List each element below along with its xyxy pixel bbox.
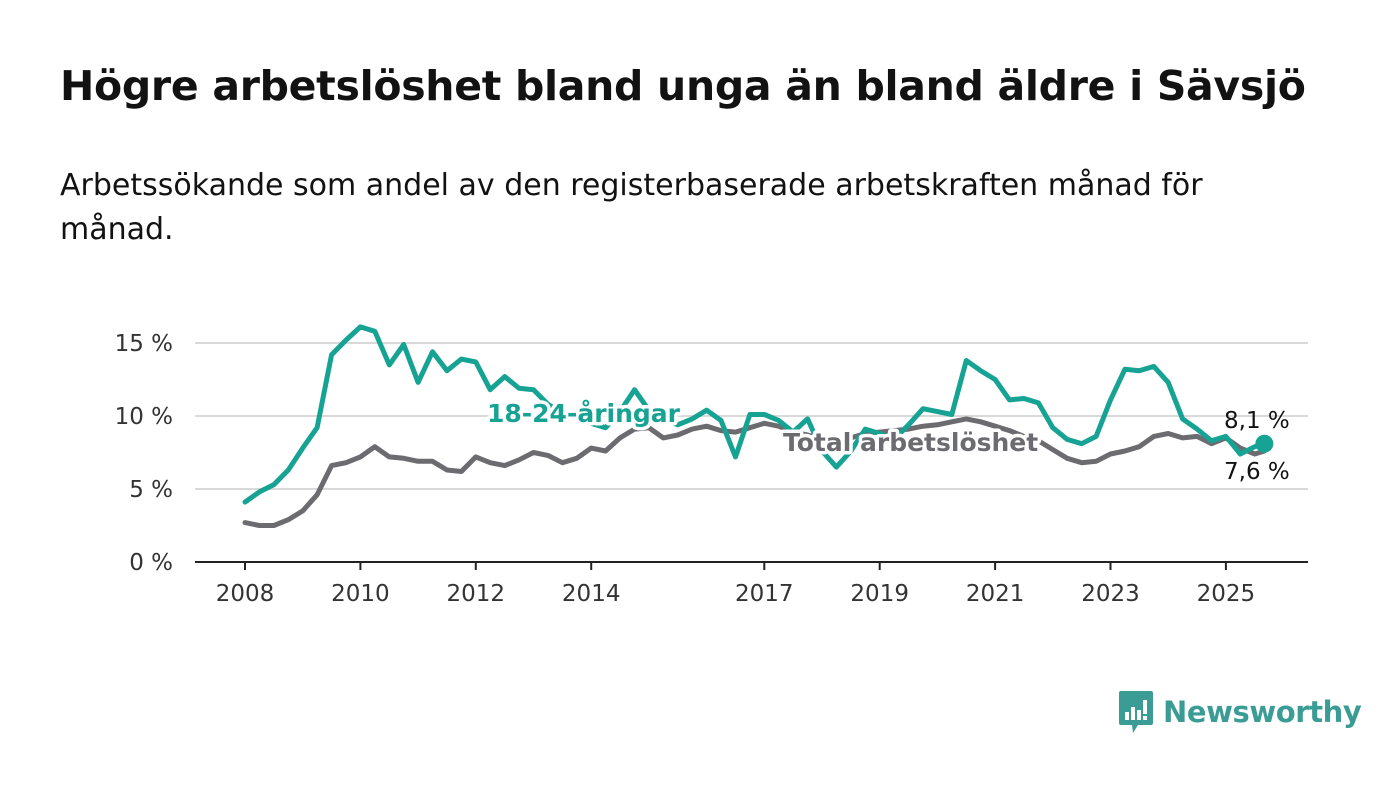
end-value-label-18-24: 8,1 % bbox=[1224, 408, 1290, 434]
series-line-total bbox=[242, 416, 1267, 528]
x-tick-label: 2019 bbox=[850, 581, 909, 607]
series-label-18-24-halo: 18-24-åringar bbox=[487, 399, 681, 428]
y-tick-label: 5 % bbox=[129, 477, 173, 503]
x-tick-label: 2012 bbox=[447, 581, 506, 607]
gridlines bbox=[195, 342, 1308, 563]
y-tick-label: 0 % bbox=[129, 550, 173, 576]
chat-bar-chart-icon bbox=[1119, 691, 1153, 733]
series-label-total: Total arbetslöshet bbox=[783, 428, 1038, 457]
x-tick-label: 2017 bbox=[735, 581, 794, 607]
series-labels: 8,1 %7,6 %18-24-åringar18-24-åringarTota… bbox=[484, 396, 1290, 486]
series-label-18-24: 18-24-åringar bbox=[487, 399, 681, 428]
x-tick-label: 2010 bbox=[331, 581, 390, 607]
chart-subtitle: Arbetssökande som andel av den registerb… bbox=[60, 168, 1203, 247]
series-end-marker bbox=[1255, 434, 1274, 453]
x-axis-tick-labels: 2008 2010 2012 2014 2017 2019 2021 2023 2025 bbox=[216, 562, 1255, 607]
y-axis-tick-labels: 0 % 5 % 10 % 15 % bbox=[115, 331, 173, 576]
x-tick-label: 2023 bbox=[1081, 581, 1140, 607]
y-tick-label: 10 % bbox=[115, 404, 173, 430]
newsworthy-logo: Newsworthy bbox=[1118, 690, 1362, 734]
x-tick-label: 2014 bbox=[562, 581, 621, 607]
logo-wordmark: Newsworthy bbox=[1163, 695, 1362, 729]
x-tick-label: 2025 bbox=[1197, 581, 1256, 607]
series-line-18-24 bbox=[242, 324, 1267, 505]
series-label-total-halo: Total arbetslöshet bbox=[783, 428, 1038, 457]
y-tick-label: 15 % bbox=[115, 331, 173, 357]
x-tick-label: 2021 bbox=[966, 581, 1025, 607]
x-tick-label: 2008 bbox=[216, 581, 275, 607]
end-value-label-total: 7,6 % bbox=[1224, 459, 1290, 485]
chart-title: Högre arbetslöshet bland unga än bland ä… bbox=[60, 62, 1306, 110]
series-lines bbox=[242, 324, 1274, 528]
